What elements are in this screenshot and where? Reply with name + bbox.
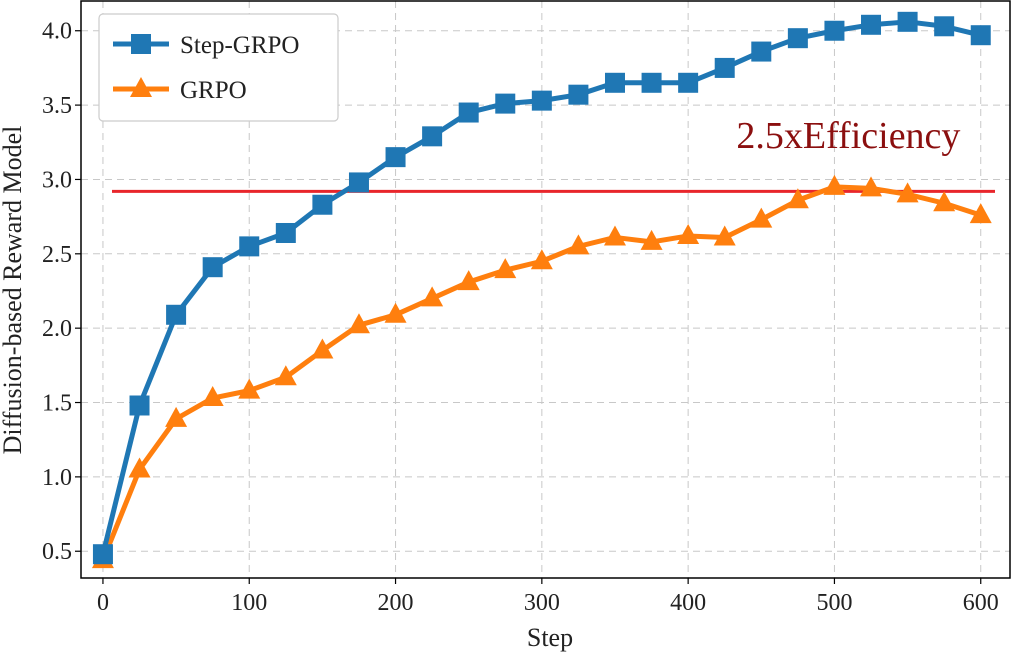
data-point — [641, 72, 662, 93]
data-point — [823, 174, 846, 195]
legend-box — [98, 13, 339, 122]
data-point — [786, 188, 809, 209]
x-axis-title: Step — [527, 623, 573, 652]
data-point — [678, 72, 699, 93]
data-point — [530, 249, 553, 270]
data-point — [824, 20, 845, 41]
series-grpo — [91, 174, 992, 569]
data-point — [239, 236, 260, 257]
data-point — [861, 14, 882, 35]
x-tick-label: 400 — [670, 590, 706, 616]
data-point — [165, 406, 188, 427]
legend-label: GRPO — [180, 77, 247, 104]
efficiency-annotation: 2.5xEfficiency — [736, 115, 960, 157]
x-tick-label: 500 — [816, 590, 852, 616]
data-point — [201, 386, 224, 407]
data-point — [312, 194, 333, 215]
x-axis-ticks: 0 100 200 300 400 500 600 — [97, 578, 999, 616]
y-tick-label: 3.0 — [42, 167, 72, 193]
data-point — [457, 270, 480, 291]
x-tick-label: 200 — [378, 590, 414, 616]
legend-label: Step-GRPO — [180, 32, 299, 59]
data-point — [92, 544, 113, 565]
data-point — [934, 16, 955, 37]
data-point — [604, 72, 625, 93]
data-point — [787, 28, 808, 49]
data-point — [969, 203, 992, 224]
y-tick-label: 1.0 — [42, 465, 72, 491]
data-point — [384, 302, 407, 323]
data-point — [531, 90, 552, 111]
x-tick-label: 0 — [97, 590, 109, 616]
data-point — [640, 229, 663, 250]
data-point — [860, 176, 883, 197]
x-tick-label: 100 — [231, 590, 267, 616]
data-point — [677, 223, 700, 244]
y-tick-label: 2.5 — [42, 242, 72, 268]
y-axis-ticks: 0.5 1.0 1.5 2.0 2.5 3.0 3.5 4.0 — [42, 19, 81, 565]
data-point — [458, 102, 479, 123]
data-point — [166, 304, 187, 325]
data-point — [714, 57, 735, 78]
data-point — [238, 378, 261, 399]
data-point — [933, 191, 956, 212]
x-tick-label: 600 — [963, 590, 999, 616]
data-point — [567, 234, 590, 255]
legend-items: Step-GRPO GRPO — [113, 32, 299, 104]
series-step-grpo — [92, 11, 991, 565]
y-tick-label: 0.5 — [42, 539, 72, 565]
grid — [81, 1, 1010, 578]
data-point — [896, 182, 919, 203]
data-point — [422, 126, 443, 147]
y-tick-label: 1.5 — [42, 391, 72, 417]
x-tick-label: 300 — [524, 590, 560, 616]
y-tick-label: 2.0 — [42, 316, 72, 342]
data-point — [897, 11, 918, 32]
series-layer — [91, 11, 992, 569]
data-point — [385, 147, 406, 168]
y-axis-title: Diffusion-based Reward Model — [0, 126, 27, 455]
data-point — [311, 338, 334, 359]
legend-item: GRPO — [113, 77, 247, 104]
data-point — [274, 365, 297, 386]
data-point — [713, 225, 736, 246]
y-tick-label: 4.0 — [42, 19, 72, 45]
data-point — [568, 84, 589, 105]
data-point — [495, 93, 516, 114]
data-point — [128, 457, 151, 478]
y-tick-label: 3.5 — [42, 93, 72, 119]
data-point — [421, 286, 444, 307]
data-point — [129, 395, 150, 416]
legend: Step-GRPO GRPO — [98, 13, 339, 122]
legend-marker — [131, 34, 151, 54]
data-point — [750, 207, 773, 228]
data-point — [347, 313, 370, 334]
legend-marker — [130, 77, 152, 97]
legend-item: Step-GRPO — [113, 32, 299, 59]
data-point — [603, 225, 626, 246]
plot-frame — [80, 0, 1011, 579]
data-point — [494, 258, 517, 279]
data-point — [751, 41, 772, 62]
data-point — [348, 172, 369, 193]
data-point — [970, 25, 991, 46]
data-point — [202, 257, 223, 278]
data-point — [275, 222, 296, 243]
